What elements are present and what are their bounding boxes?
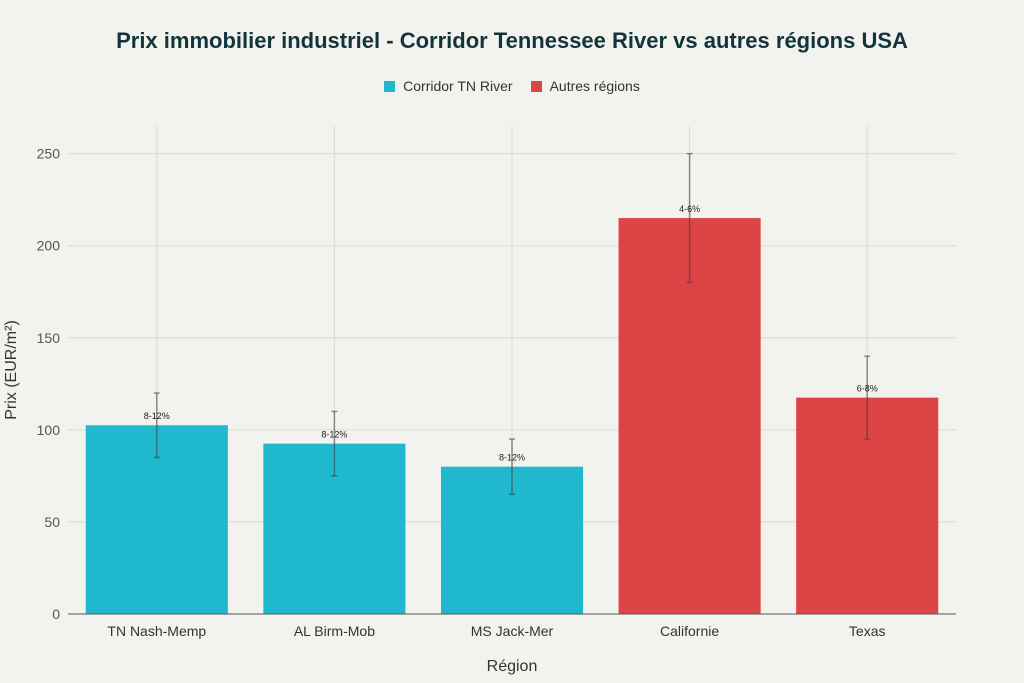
x-axis-title: Région — [487, 658, 538, 675]
y-tick-label: 100 — [37, 422, 61, 438]
y-tick-label: 150 — [37, 330, 61, 346]
bar-data-label: 8-12% — [321, 430, 347, 440]
x-tick-label: Texas — [849, 623, 886, 639]
y-tick-label: 0 — [52, 606, 60, 622]
legend-label-autres: Autres régions — [549, 78, 640, 94]
x-tick-label: TN Nash-Memp — [107, 623, 206, 639]
legend-item-corridor[interactable]: Corridor TN River — [384, 78, 513, 94]
bar-data-label: 4-6% — [679, 204, 700, 214]
x-tick-label: AL Birm-Mob — [294, 623, 375, 639]
y-tick-label: 200 — [37, 238, 61, 254]
bar-data-label: 6-8% — [857, 384, 878, 394]
bar-data-label: 8-12% — [144, 411, 170, 421]
legend-label-corridor: Corridor TN River — [403, 78, 513, 94]
chart-title: Prix immobilier industriel - Corridor Te… — [116, 28, 908, 53]
x-tick-label: MS Jack-Mer — [471, 623, 554, 639]
legend-item-autres[interactable]: Autres régions — [530, 78, 640, 94]
x-tick-label: Californie — [660, 623, 719, 639]
legend: Corridor TN River Autres régions — [0, 78, 1024, 94]
legend-swatch-corridor — [384, 80, 396, 92]
bar-data-label: 8-12% — [499, 453, 525, 463]
legend-swatch-autres — [530, 80, 542, 92]
y-tick-label: 250 — [37, 146, 61, 162]
bar — [618, 218, 761, 614]
y-tick-label: 50 — [44, 514, 60, 530]
y-axis-title: Prix (EUR/m²) — [3, 320, 20, 420]
